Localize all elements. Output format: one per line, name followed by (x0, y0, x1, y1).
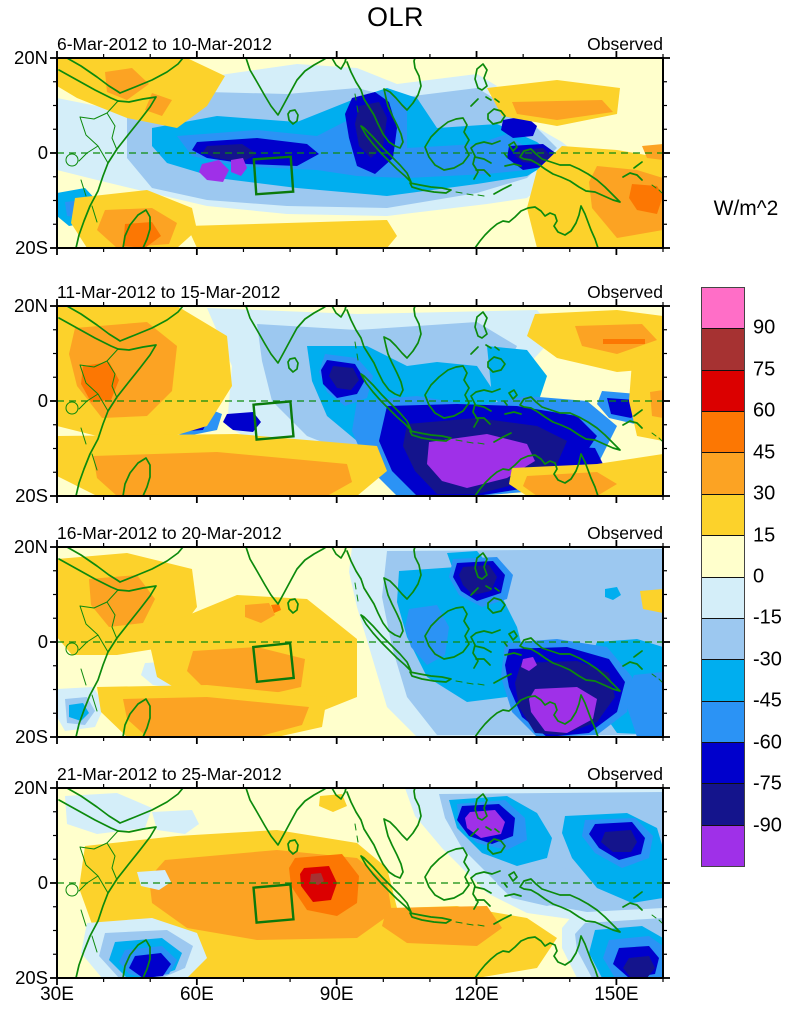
colorbar (701, 287, 745, 867)
colorbar-units-label: W/m^2 (713, 197, 779, 220)
study-region-box (252, 155, 295, 196)
panel-2-date-range: 11-Mar-2012 to 15-Mar-2012 (57, 282, 281, 302)
panel-3-ticks (50, 540, 670, 744)
lat-tick-label: 20N (14, 47, 48, 68)
panel-1-header: 6-Mar-2012 to 10-Mar-2012 Observed (57, 31, 663, 55)
panel-1-ticks (50, 51, 670, 255)
colorbar-tick-label: 60 (753, 399, 776, 422)
lat-tick-label: 20N (14, 295, 48, 316)
colorbar-cell (702, 700, 744, 742)
panel-4-header: 21-Mar-2012 to 25-Mar-2012 Observed (57, 761, 663, 785)
panel-1-date-range: 6-Mar-2012 to 10-Mar-2012 (57, 34, 272, 54)
panel-4-contour-field (57, 788, 663, 978)
lat-tick-label: 20N (14, 777, 48, 798)
colorbar-tick-label: -75 (753, 772, 782, 795)
panel-2-contour-field (57, 306, 663, 496)
lat-tick-label: 20S (15, 237, 48, 258)
lat-tick-label: 20S (15, 967, 48, 988)
lon-tick-label: 120E (454, 984, 499, 1005)
colorbar-cell (702, 369, 744, 412)
colorbar-cell (702, 328, 744, 370)
lat-tick-label: 20S (15, 485, 48, 506)
study-region-box (252, 883, 295, 924)
panel-3-date-range: 16-Mar-2012 to 20-Mar-2012 (57, 523, 282, 543)
lat-tick-label: 0 (37, 390, 48, 411)
panel-1-contour-field (57, 58, 663, 248)
colorbar-tick-label: 90 (753, 316, 776, 339)
colorbar-cell (702, 617, 744, 660)
lon-tick-label: 90E (319, 984, 354, 1005)
map-panel-2 (50, 299, 670, 503)
lat-tick-label: 20S (15, 726, 48, 747)
colorbar-cell (702, 493, 744, 536)
colorbar-cell (702, 824, 744, 867)
colorbar-tick-label: -15 (753, 606, 782, 629)
panel-2-header: 11-Mar-2012 to 15-Mar-2012 Observed (57, 279, 663, 303)
colorbar-cell (702, 411, 744, 453)
map-panel-1 (50, 51, 670, 255)
colorbar-tick-label: 45 (753, 441, 776, 464)
colorbar-tick-label: 30 (753, 482, 776, 505)
panel-1-source-label: Observed (587, 34, 663, 54)
lon-tick-label: 150E (594, 984, 639, 1005)
colorbar-tick-label: 15 (753, 524, 776, 547)
panel-4-ticks (50, 781, 670, 985)
map-panel-3 (50, 540, 670, 744)
panel-4-date-range: 21-Mar-2012 to 25-Mar-2012 (57, 764, 282, 784)
panel-2-ticks (50, 299, 670, 503)
colorbar-tick-label: -30 (753, 648, 782, 671)
colorbar-cell (702, 452, 744, 494)
lat-tick-label: 20N (14, 536, 48, 557)
study-region-box (251, 641, 296, 684)
colorbar-tick-label: 0 (753, 565, 765, 588)
colorbar-tick-label: -60 (753, 731, 782, 754)
colorbar-cell (702, 783, 744, 825)
panel-3-header: 16-Mar-2012 to 20-Mar-2012 Observed (57, 520, 663, 544)
colorbar-tick-label: -45 (753, 689, 782, 712)
study-region-box (252, 400, 295, 441)
colorbar-cell (702, 741, 744, 784)
lat-tick-label: 0 (37, 142, 48, 163)
colorbar-tick-label: 75 (753, 358, 776, 381)
colorbar-cell (702, 659, 744, 701)
colorbar-tick-label: -90 (753, 814, 782, 837)
panel-2-source-label: Observed (587, 282, 663, 302)
panel-3-source-label: Observed (587, 523, 663, 543)
colorbar-cell (702, 288, 744, 329)
map-panel-4 (50, 781, 670, 985)
colorbar-cell (702, 535, 744, 577)
lat-tick-label: 0 (37, 631, 48, 652)
lon-tick-label: 60E (179, 984, 214, 1005)
lat-tick-label: 0 (37, 872, 48, 893)
panel-4-source-label: Observed (587, 764, 663, 784)
figure-title: OLR (366, 2, 425, 32)
lon-tick-label: 30E (40, 984, 74, 1005)
panel-3-contour-field (57, 547, 663, 737)
colorbar-cell (702, 576, 744, 618)
